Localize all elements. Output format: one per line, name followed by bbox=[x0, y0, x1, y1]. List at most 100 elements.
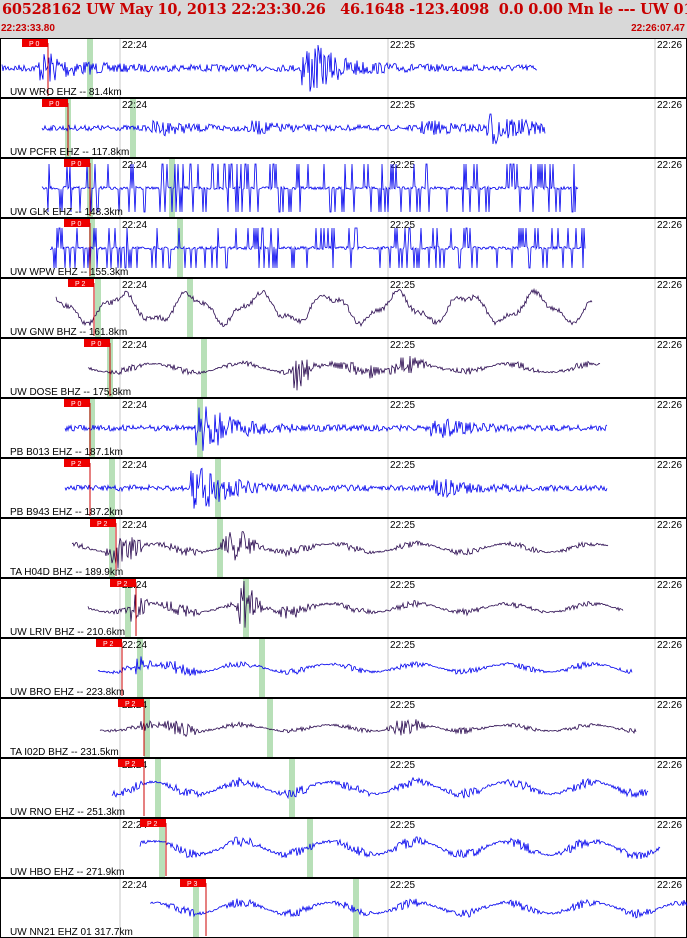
waveform-trace[interactable] bbox=[64, 467, 608, 509]
station-label: UW GNW BHZ -- 161.8km bbox=[10, 327, 127, 338]
trace-row[interactable]: 22:24 22:25 22:26 P 3 UW NN21 EHZ 01 317.7km bbox=[0, 878, 687, 938]
phase-marker bbox=[109, 519, 115, 577]
phase-marker bbox=[159, 819, 165, 877]
time-tick-label: 22:25 bbox=[390, 700, 415, 711]
pick-flag[interactable] bbox=[22, 39, 48, 47]
trace-row[interactable]: 22:24 22:25 22:26 P 0 UW PCFR EHZ -- 117.8km bbox=[0, 98, 687, 159]
waveform-trace[interactable] bbox=[87, 580, 624, 628]
time-tick-label: 22:25 bbox=[390, 340, 415, 351]
waveform-trace[interactable] bbox=[41, 163, 579, 213]
pick-flag[interactable] bbox=[96, 639, 122, 647]
time-tick-label: 22:25 bbox=[390, 100, 415, 111]
station-label: UW DOSE BHZ -- 175.8km bbox=[10, 387, 131, 398]
waveform-trace[interactable] bbox=[97, 656, 633, 677]
waveform-trace[interactable] bbox=[139, 836, 661, 860]
pick-flag[interactable] bbox=[64, 219, 90, 227]
waveform-trace[interactable] bbox=[99, 719, 637, 738]
pick-label: P 2 bbox=[125, 701, 135, 708]
time-tick-label: 22:24 bbox=[122, 820, 147, 831]
pick-flag[interactable] bbox=[84, 339, 110, 347]
pick-flag[interactable] bbox=[42, 99, 68, 107]
waveform-trace[interactable] bbox=[41, 113, 546, 145]
pick-flag[interactable] bbox=[64, 459, 90, 467]
trace-frame bbox=[0, 278, 687, 338]
seismogram-panel[interactable]: 22:24 22:25 22:26P 0UW WRO EHZ -- 81.4km22… bbox=[0, 38, 687, 938]
time-tick-label: 22:25 bbox=[390, 640, 415, 651]
time-tick-label: 22:25 bbox=[390, 460, 415, 471]
station-label: UW BRO EHZ -- 223.8km bbox=[10, 687, 124, 698]
trace-row[interactable]: 22:24 22:25 22:26 P 0 UW WRO EHZ -- 81.4km bbox=[0, 38, 687, 99]
time-tick-label: 22:26 bbox=[657, 220, 682, 231]
waveform-trace[interactable] bbox=[49, 227, 586, 269]
pick-flag[interactable] bbox=[110, 579, 136, 587]
trace-row[interactable]: 22:24 22:25 22:26 P 2 UW GNW BHZ -- 161.8km bbox=[0, 278, 687, 339]
time-tick-label: 22:24 bbox=[122, 280, 147, 291]
phase-marker bbox=[87, 39, 93, 97]
trace-row[interactable]: 22:24 22:25 22:26 P 0 PB B013 EHZ -- 187.1km bbox=[0, 398, 687, 459]
pick-label: P 2 bbox=[75, 281, 85, 288]
pick-label: P 0 bbox=[71, 221, 81, 228]
phase-marker bbox=[95, 279, 101, 337]
trace-row[interactable]: 22:24 22:25 22:26 P 2 UW HBO EHZ -- 271.9km bbox=[0, 818, 687, 879]
trace-row[interactable]: 22:24 22:25 22:26 P 2 TA H04D BHZ -- 189.9km bbox=[0, 518, 687, 579]
time-tick-label: 22:26 bbox=[657, 520, 682, 531]
trace-row[interactable]: 22:24 22:25 22:26 P 2 PB B943 EHZ -- 187.2km bbox=[0, 458, 687, 519]
pick-flag[interactable] bbox=[90, 519, 116, 527]
time-tick-label: 22:26 bbox=[657, 700, 682, 711]
time-tick-label: 22:25 bbox=[390, 220, 415, 231]
phase-marker bbox=[307, 819, 313, 877]
waveform-trace[interactable] bbox=[71, 530, 609, 569]
time-tick-label: 22:24 bbox=[122, 640, 147, 651]
time-tick-label: 22:24 bbox=[122, 520, 147, 531]
phase-marker bbox=[144, 699, 150, 757]
time-tick-label: 22:25 bbox=[390, 280, 415, 291]
time-tick-label: 22:26 bbox=[657, 820, 682, 831]
station-label: UW WRO EHZ -- 81.4km bbox=[10, 87, 122, 98]
pick-flag[interactable] bbox=[64, 159, 90, 167]
time-tick-label: 22:26 bbox=[657, 160, 682, 171]
pick-flag[interactable] bbox=[64, 399, 90, 407]
station-label: TA H04D BHZ -- 189.9km bbox=[10, 567, 123, 578]
station-label: UW LRIV BHZ -- 210.6km bbox=[10, 627, 125, 638]
pick-flag[interactable] bbox=[118, 759, 144, 767]
phase-marker bbox=[353, 879, 359, 937]
time-tick-label: 22:25 bbox=[390, 520, 415, 531]
trace-row[interactable]: 22:24 22:25 22:26 P 0 UW GLK EHZ -- 148.3km bbox=[0, 158, 687, 219]
time-tick-label: 22:25 bbox=[390, 160, 415, 171]
station-label: PB B013 EHZ -- 187.1km bbox=[10, 447, 123, 458]
pick-flag[interactable] bbox=[118, 699, 144, 707]
pick-label: P 2 bbox=[125, 761, 135, 768]
pick-label: P 2 bbox=[103, 641, 113, 648]
station-label: UW NN21 EHZ 01 317.7km bbox=[10, 927, 133, 938]
time-tick-label: 22:24 bbox=[122, 880, 147, 891]
waveform-trace[interactable] bbox=[111, 776, 649, 800]
trace-row[interactable]: 22:24 22:25 22:26 P 0 UW DOSE BHZ -- 175.8km bbox=[0, 338, 687, 399]
time-tick-label: 22:25 bbox=[390, 760, 415, 771]
phase-marker bbox=[289, 759, 295, 817]
pick-flag[interactable] bbox=[140, 819, 166, 827]
phase-marker bbox=[193, 879, 199, 937]
time-tick-label: 22:24 bbox=[122, 160, 147, 171]
phase-marker bbox=[169, 159, 175, 217]
trace-row[interactable]: 22:24 22:25 22:26 P 0 UW WPW EHZ -- 155.3km bbox=[0, 218, 687, 279]
pick-flag[interactable] bbox=[68, 279, 94, 287]
waveform-trace[interactable] bbox=[64, 406, 608, 451]
trace-row[interactable]: 22:24 22:25 22:26 P 2 UW BRO EHZ -- 223.8km bbox=[0, 638, 687, 699]
time-tick-label: 22:26 bbox=[657, 580, 682, 591]
phase-marker bbox=[267, 699, 273, 757]
event-title: 60528162 UW May 10, 2013 22:23:30.26 46.… bbox=[2, 1, 687, 18]
station-label: TA I02D BHZ -- 231.5km bbox=[10, 747, 119, 758]
waveform-trace[interactable] bbox=[150, 898, 687, 919]
waveform-trace[interactable] bbox=[87, 355, 601, 391]
pick-label: P 0 bbox=[71, 401, 81, 408]
time-tick-label: 22:24 bbox=[122, 460, 147, 471]
pick-flag[interactable] bbox=[180, 879, 206, 887]
pick-label: P 2 bbox=[97, 521, 107, 528]
pick-label: P 0 bbox=[49, 101, 59, 108]
station-label: PB B943 EHZ -- 187.2km bbox=[10, 507, 123, 518]
waveform-trace[interactable] bbox=[1, 44, 538, 92]
waveform-trace[interactable] bbox=[55, 287, 593, 328]
